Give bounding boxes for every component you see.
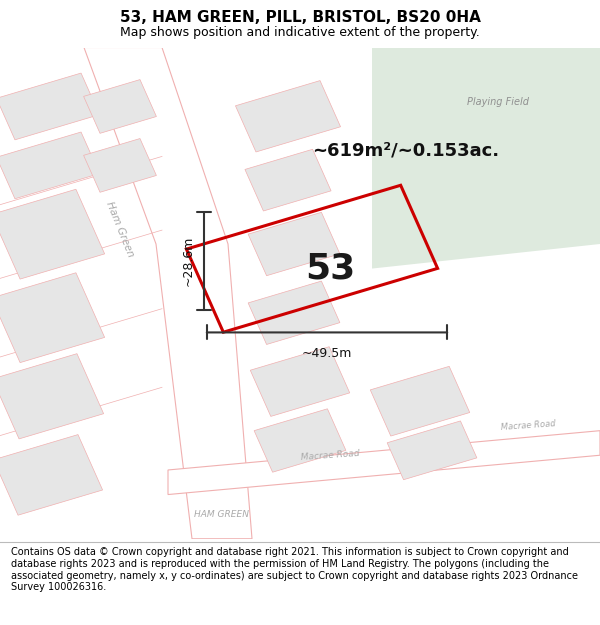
Polygon shape (372, 48, 600, 269)
Text: Contains OS data © Crown copyright and database right 2021. This information is : Contains OS data © Crown copyright and d… (11, 548, 578, 592)
Text: ~28.6m: ~28.6m (182, 236, 195, 286)
Polygon shape (84, 48, 252, 539)
Polygon shape (0, 132, 100, 199)
Polygon shape (235, 81, 341, 152)
Text: 53: 53 (305, 251, 355, 286)
Text: ~49.5m: ~49.5m (302, 347, 352, 360)
Text: Playing Field: Playing Field (467, 96, 529, 106)
Text: ~619m²/~0.153ac.: ~619m²/~0.153ac. (312, 142, 499, 159)
Polygon shape (83, 139, 157, 192)
Text: Ham Green: Ham Green (104, 200, 136, 259)
Polygon shape (250, 347, 350, 416)
Polygon shape (168, 431, 600, 494)
Polygon shape (248, 281, 340, 344)
Polygon shape (0, 354, 104, 439)
Polygon shape (0, 272, 104, 362)
Polygon shape (0, 189, 104, 279)
Polygon shape (248, 213, 340, 276)
Text: HAM GREEN: HAM GREEN (194, 510, 250, 519)
Polygon shape (83, 79, 157, 133)
Polygon shape (245, 149, 331, 211)
Polygon shape (387, 421, 477, 480)
Text: Macrae Road: Macrae Road (301, 449, 359, 462)
Text: Map shows position and indicative extent of the property.: Map shows position and indicative extent… (120, 26, 480, 39)
Text: Macrae Road: Macrae Road (500, 419, 556, 432)
Polygon shape (370, 366, 470, 436)
Polygon shape (254, 409, 346, 472)
Text: 53, HAM GREEN, PILL, BRISTOL, BS20 0HA: 53, HAM GREEN, PILL, BRISTOL, BS20 0HA (119, 11, 481, 26)
Polygon shape (0, 434, 103, 515)
Polygon shape (0, 73, 100, 140)
